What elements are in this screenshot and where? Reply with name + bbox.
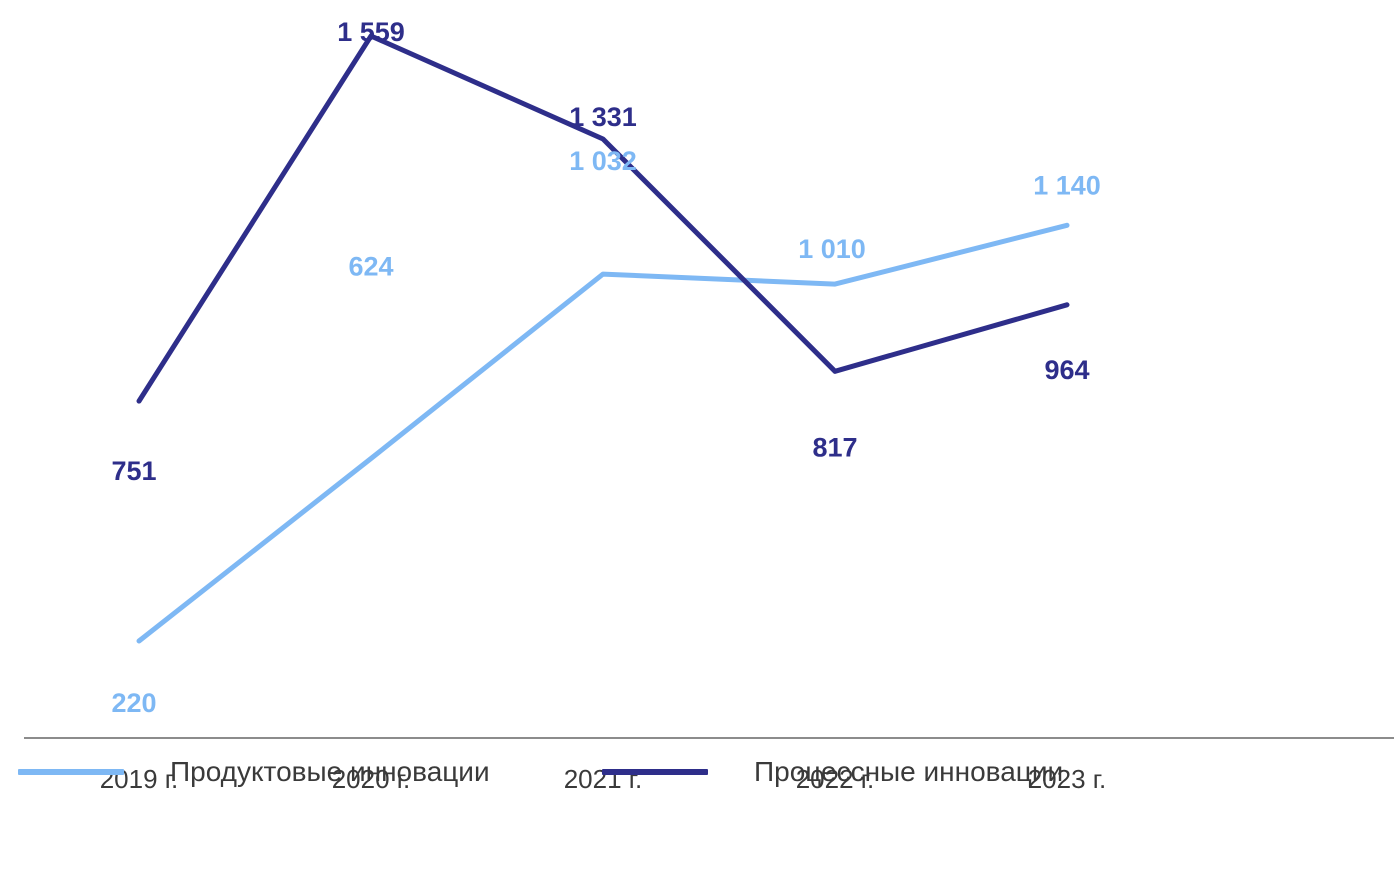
legend-swatch-product (18, 769, 124, 775)
data-label: 1 010 (798, 234, 866, 264)
data-label: 220 (111, 688, 156, 718)
data-label: 1 559 (337, 17, 405, 47)
legend-item-process-innovations: Процессные инновации (602, 742, 1063, 802)
x-tick-label: 2023 г. (1028, 764, 1107, 794)
data-label: 1 331 (569, 102, 637, 132)
data-label: 1 032 (569, 146, 637, 176)
x-tick-label: 2020 г. (332, 764, 411, 794)
legend-item-product-innovations: Продуктовые инновации (18, 742, 490, 802)
legend-label-product: Продуктовые инновации (170, 756, 490, 787)
line-chart: 2019 г. 2020 г. 2021 г. 2022 г. 2023 г.22062… (24, 17, 1394, 794)
data-label: 751 (111, 456, 156, 486)
legend: Продуктовые инновации Процессные инновац… (0, 742, 1394, 802)
series-line-0 (136, 222, 1070, 644)
data-label: 817 (812, 432, 857, 462)
data-label: 1 140 (1033, 170, 1101, 200)
data-label: 964 (1044, 355, 1089, 385)
data-label: 624 (348, 251, 393, 281)
legend-swatch-process (602, 769, 708, 775)
legend-label-process: Процессные инновации (754, 756, 1064, 787)
x-tick-label: 2022 г. (796, 764, 875, 794)
series-line-1 (136, 33, 1070, 404)
